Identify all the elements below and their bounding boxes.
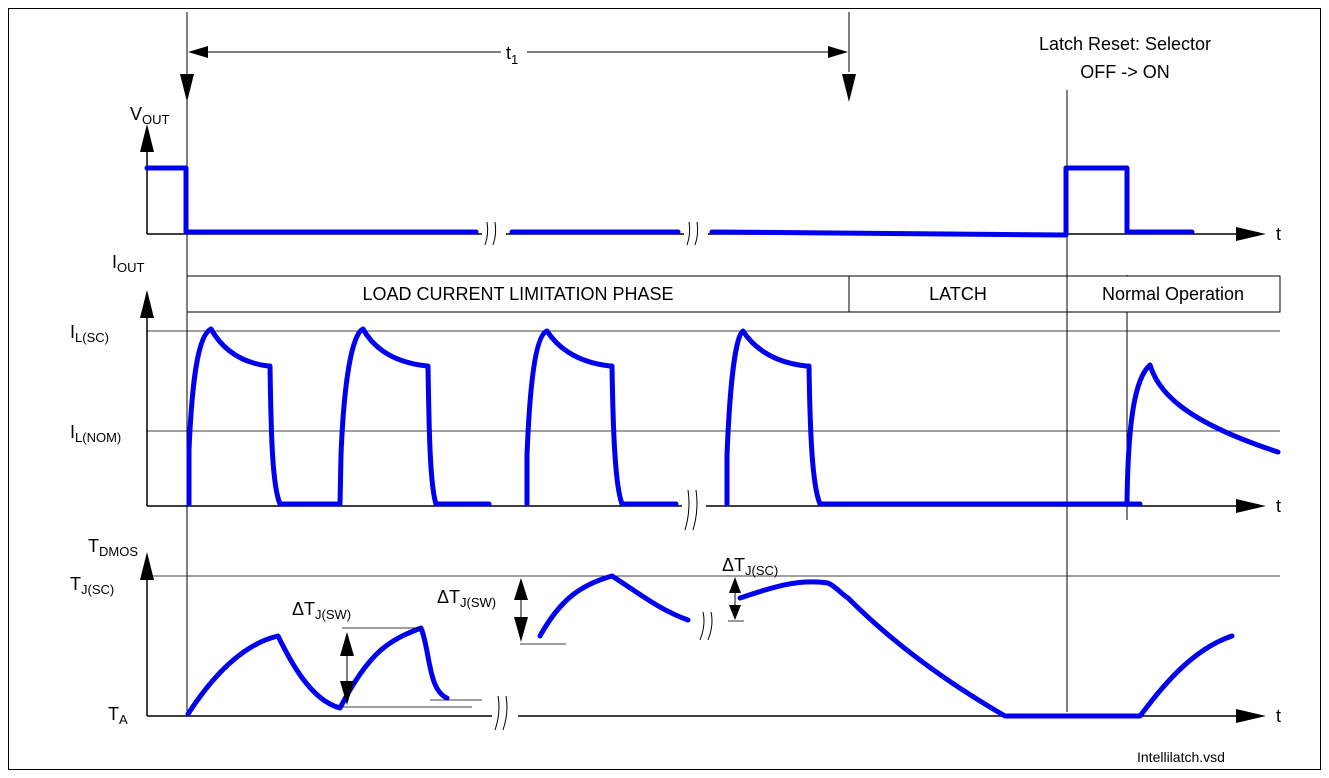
latch-reset-label-line1: Latch Reset: Selector <box>1039 34 1211 54</box>
tdmos-panel: TDMOS TJ(SC) TA t <box>70 536 1281 731</box>
phase-normal-label: Normal Operation <box>1102 284 1244 304</box>
tdmos-time-label: t <box>1276 706 1281 726</box>
vout-trace-c <box>709 165 1195 238</box>
il-sc-label: IL(SC) <box>70 322 109 345</box>
vout-time-label: t <box>1276 224 1281 244</box>
delta-tj-sc-label: ΔTJ(SC) <box>722 555 778 578</box>
iout-time-label: t <box>1276 496 1281 516</box>
diagram-frame <box>8 8 1321 770</box>
iout-axis-label: IOUT <box>112 252 145 275</box>
phase-bar: LOAD CURRENT LIMITATION PHASE LATCH Norm… <box>186 275 1281 313</box>
delta-tj-sc-arrow <box>729 577 741 620</box>
t1-timing-bracket: t1 <box>180 12 856 712</box>
iout-axis-break <box>682 488 706 531</box>
iout-pulse-1 <box>186 326 343 507</box>
il-nom-label: IL(NOM) <box>70 422 121 445</box>
delta-tj-sw-arrow-2 <box>514 578 528 642</box>
phase-latch-label: LATCH <box>929 284 987 304</box>
t1-label: t1 <box>506 43 518 67</box>
phase-current-limitation <box>186 275 850 313</box>
phase-current-limitation-label: LOAD CURRENT LIMITATION PHASE <box>362 284 673 304</box>
tj-trace-b <box>537 573 691 639</box>
tdmos-axis-label: TDMOS <box>88 536 138 559</box>
latch-reset-marker: Latch Reset: Selector OFF -> ON <box>1039 34 1211 712</box>
footer-filename: Intellilatch.vsd <box>1137 749 1225 765</box>
tj-trace-c <box>737 579 1235 719</box>
vout-axis-break-2 <box>684 221 708 246</box>
phase-normal <box>1066 275 1281 313</box>
delta-tj-sw-label-2: ΔTJ(SW) <box>437 587 496 610</box>
delta-tj-sw-arrow-1 <box>340 632 354 705</box>
iout-pulse-3 <box>524 328 679 507</box>
vout-panel: VOUT t <box>130 104 1281 246</box>
ta-label: TA <box>108 704 128 727</box>
tj-trace-a <box>185 625 450 717</box>
vout-axis-label: VOUT <box>130 104 170 127</box>
iout-pulse-4 <box>724 328 1143 507</box>
iout-pulse-2 <box>337 326 492 507</box>
delta-tj-sw-label-1: ΔTJ(SW) <box>292 599 351 622</box>
latch-reset-label-line2: OFF -> ON <box>1080 62 1170 82</box>
axis-breaks-bottom <box>492 610 722 731</box>
iout-normal-response <box>1124 362 1281 507</box>
tj-sc-label: TJ(SC) <box>70 574 114 597</box>
vout-trace-a <box>144 165 479 235</box>
iout-panel: IOUT IL(SC) IL(NOM) t <box>70 252 1281 531</box>
vout-axis-break-1 <box>482 221 506 246</box>
